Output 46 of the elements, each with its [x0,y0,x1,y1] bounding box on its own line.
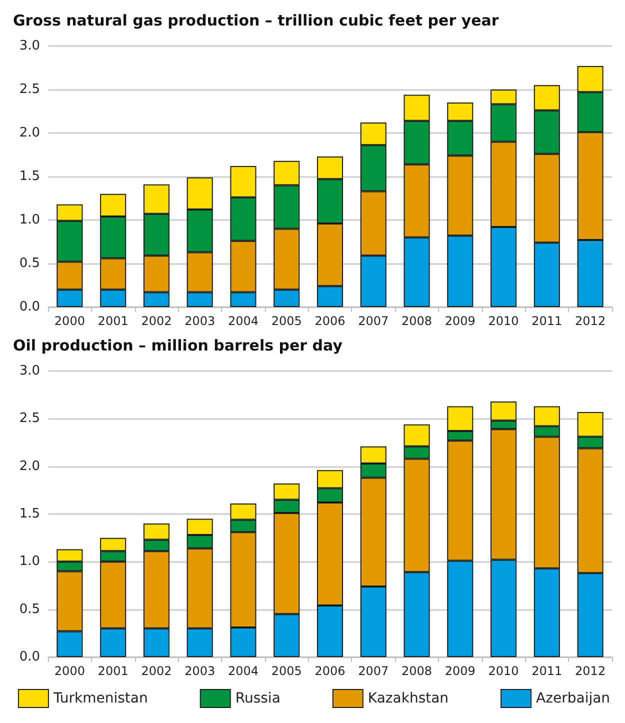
legend-label: Russia [235,690,280,706]
x-tick-label: 2005 [271,664,302,678]
x-tick-label: 2002 [141,664,172,678]
chart-title: Oil production – million barrels per day [13,336,343,354]
x-tick-label: 2010 [488,314,519,328]
x-tick-label: 2007 [358,664,389,678]
legend-label: Turkmenistan [52,690,148,706]
x-tick-label: 2001 [98,314,128,328]
x-tick-label: 2005 [271,314,302,328]
x-tick-label: 2002 [141,314,172,328]
y-tick-label: 1.0 [19,212,40,228]
legend-label: Azerbaijan [536,690,610,706]
y-tick-label: 0.5 [19,602,40,617]
y-tick-label: 1.0 [19,554,40,570]
x-tick-label: 2004 [228,314,259,328]
x-tick-label: 2003 [184,664,216,678]
y-tick-label: 3.0 [19,38,40,54]
y-tick-label: 0.0 [19,650,40,664]
legend-label: Kazakhstan [368,690,449,706]
x-tick-label: 2004 [228,664,259,678]
x-tick-label: 2000 [54,664,85,678]
y-tick-label: 2.5 [19,82,40,97]
x-tick-label: 2009 [444,314,476,328]
x-tick-label: 2012 [575,664,606,678]
x-tick-label: 2011 [532,664,562,678]
x-tick-label: 2012 [575,314,606,328]
x-tick-label: 2003 [184,314,216,328]
x-tick-label: 2006 [314,664,346,678]
x-tick-label: 2006 [314,314,346,328]
y-tick-label: 2.0 [19,458,40,474]
x-tick-label: 2000 [54,314,85,328]
y-tick-label: 1.5 [19,506,40,522]
y-tick-label: 0.0 [19,300,40,314]
y-tick-label: 2.0 [19,126,40,140]
x-tick-label: 2001 [98,664,128,678]
y-tick-label: 0.5 [19,256,40,271]
y-tick-label: 3.0 [19,364,40,378]
x-tick-label: 2011 [532,314,562,328]
x-tick-label: 2007 [358,314,389,328]
x-tick-label: 2008 [401,664,432,678]
x-tick-label: 2008 [401,314,432,328]
x-tick-label: 2009 [444,664,476,678]
x-tick-label: 2010 [488,664,519,678]
y-tick-label: 2.5 [19,411,40,426]
chart-title: Gross natural gas production – trillion cubic feet per year [13,12,500,30]
y-tick-label: 1.5 [19,169,40,184]
